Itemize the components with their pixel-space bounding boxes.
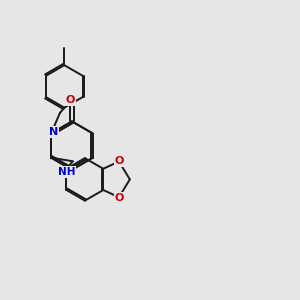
- Text: O: O: [115, 156, 124, 166]
- Text: O: O: [115, 193, 124, 203]
- Text: O: O: [66, 95, 75, 105]
- Text: N: N: [49, 127, 58, 137]
- Text: NH: NH: [58, 167, 75, 177]
